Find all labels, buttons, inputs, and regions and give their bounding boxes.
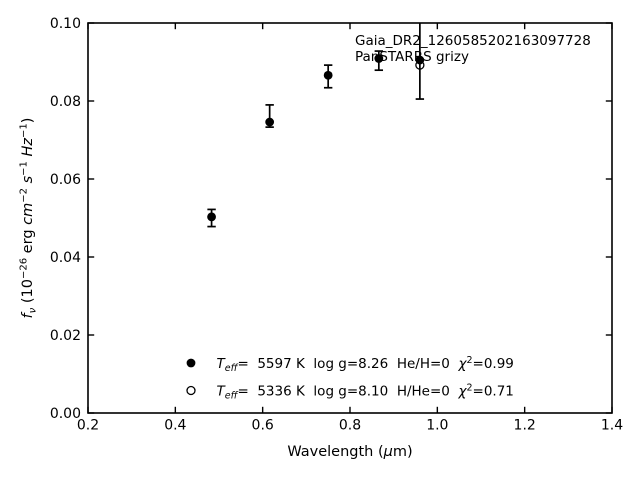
x-axis-label: Wavelength (μm) [287, 444, 412, 460]
legend-chi-exponent: 2 [466, 383, 472, 394]
legend-chi-symbol: χ [457, 356, 467, 372]
x-tick-label: 1.4 [601, 418, 623, 434]
legend-params-text: = 5336 K log g=8.10 H/He=0 [237, 384, 458, 400]
legend-marker-filled [186, 358, 196, 368]
x-tick-label: 0.8 [339, 418, 361, 434]
legend-chi-value: =0.71 [473, 384, 514, 400]
annotation-photometry-set: PanSTARRS grizy [355, 49, 469, 65]
x-tick-label: 0.4 [164, 418, 186, 434]
y-tick-label: 0.00 [50, 406, 81, 422]
legend-chi-symbol: χ [457, 384, 467, 400]
legend: Teff= 5597 K log g=8.26 He/H=0 χ2=0.99Te… [186, 355, 514, 402]
data-point-marker [207, 212, 216, 222]
ylabel-p3: ) [20, 118, 36, 124]
mu-symbol: μ [383, 444, 393, 460]
ylabel-exp-1b: −1 [19, 123, 30, 138]
legend-teff-symbol: T [217, 384, 227, 400]
ticks-layer: 0.2 0.4 0.6 0.8 1.0 1.2 1.4 0.00 0.02 0.04 0.06 0.0… [50, 16, 623, 434]
axes-frame [87, 22, 613, 414]
legend-eff-subscript: eff [225, 363, 239, 374]
data-point-marker [265, 117, 275, 127]
data-layer [207, 23, 425, 228]
ylabel-exp-2: −2 [19, 188, 30, 203]
ylabel-p1: (10 [20, 279, 36, 308]
y-tick-label: 0.02 [50, 328, 81, 344]
data-point-marker [415, 55, 425, 65]
data-point-marker [323, 70, 333, 80]
legend-entry: Teff= 5336 K log g=8.10 H/He=0 χ2=0.71 [217, 383, 514, 402]
y-axis-label: fν (10−26 erg cm−2 s−1 Hz−1) [19, 118, 39, 319]
y-tick-label: 0.10 [50, 16, 81, 32]
legend-marker-open [186, 385, 196, 396]
annotation-source-id: Gaia_DR2_1260585202163097728 [355, 33, 591, 49]
legend-chi-exponent: 2 [466, 355, 472, 366]
x-axis-label-pre: Wavelength ( [287, 444, 383, 460]
flux-symbol: f [20, 311, 36, 318]
legend-params-text: = 5597 K log g=8.26 He/H=0 [237, 356, 458, 372]
ylabel-erg: erg [20, 225, 36, 258]
legend-eff-subscript: eff [225, 391, 239, 402]
x-tick-label: 1.0 [426, 418, 448, 434]
y-tick-label: 0.04 [50, 250, 81, 266]
ylabel-hz: Hz [20, 138, 36, 162]
ylabel-cm: cm [20, 203, 36, 225]
y-tick-label: 0.08 [50, 94, 81, 110]
nu-subscript: ν [28, 307, 39, 313]
ylabel-s: s [20, 175, 36, 188]
ylabel-exp-1a: −1 [19, 161, 30, 176]
legend-chi-value: =0.99 [473, 356, 514, 372]
legend-entry: Teff= 5597 K log g=8.26 He/H=0 χ2=0.99 [217, 355, 514, 374]
ylabel-exp-26: −26 [19, 258, 30, 279]
x-axis-label-post: m) [393, 444, 413, 460]
legend-teff-symbol: T [217, 356, 227, 372]
x-tick-label: 0.2 [77, 418, 99, 434]
x-tick-label: 1.2 [514, 418, 536, 434]
x-tick-label: 0.6 [252, 418, 274, 434]
y-tick-label: 0.06 [50, 172, 81, 188]
data-point-marker [374, 54, 384, 63]
